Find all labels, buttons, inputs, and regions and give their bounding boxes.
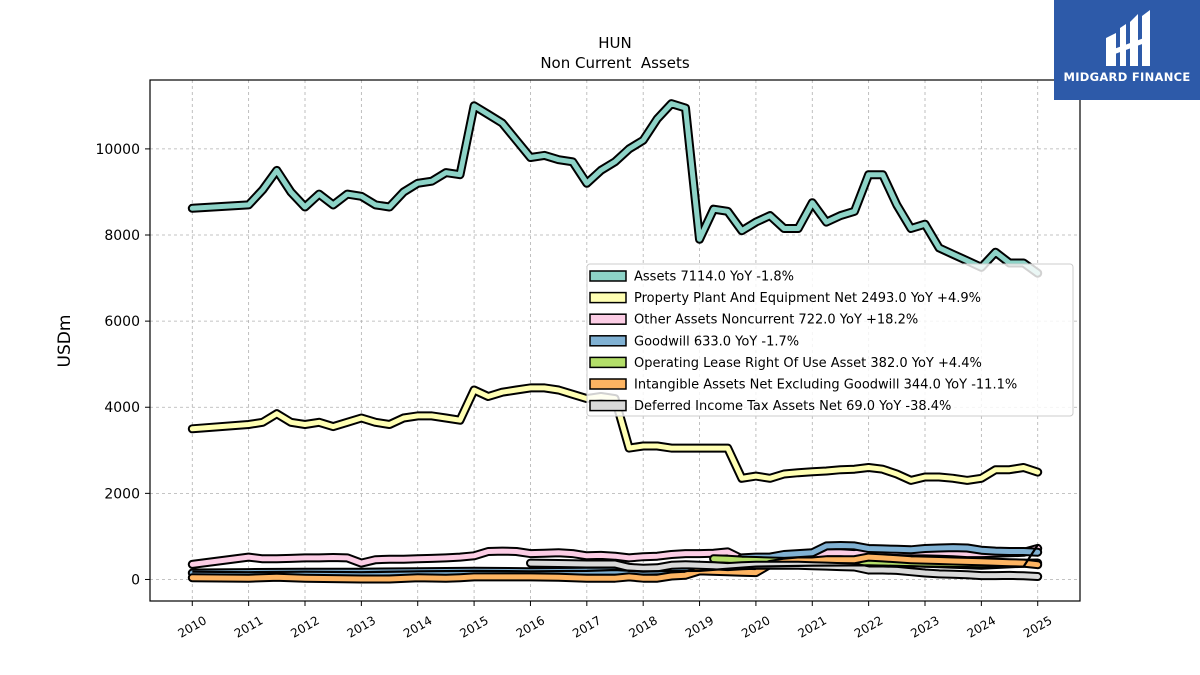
- legend-swatch: [589, 399, 627, 412]
- legend-entry: Assets 7114.0 YoY -1.8%: [634, 270, 794, 285]
- brand-mark-icon: [1106, 10, 1150, 66]
- x-tick-label: 2015: [457, 613, 490, 640]
- y-tick-label: 4000: [104, 400, 140, 416]
- series-line-unlabeled: [192, 544, 1039, 574]
- y-tick-label: 10000: [95, 142, 140, 158]
- legend-entry: Deferred Income Tax Assets Net 69.0 YoY …: [634, 399, 951, 414]
- legend-swatch: [589, 291, 627, 304]
- legend-swatch: [589, 356, 627, 369]
- chart-title: HUN: [598, 34, 631, 52]
- x-tick-label: 2024: [965, 613, 998, 640]
- legend-box: [586, 263, 1074, 417]
- x-tick-label: 2017: [570, 613, 603, 640]
- x-tick-label: 2018: [626, 613, 659, 640]
- y-axis-label: USDm: [55, 315, 75, 368]
- x-tick-label: 2020: [739, 613, 772, 640]
- x-tick-label: 2016: [514, 613, 547, 640]
- legend-swatch: [589, 335, 627, 347]
- series-line-0: [189, 101, 1041, 276]
- brand-name: MIDGARD FINANCE: [1063, 70, 1191, 84]
- x-tick-label: 2023: [908, 613, 941, 640]
- legend-swatch: [589, 313, 627, 325]
- legend-swatch: [589, 378, 627, 390]
- y-tick-label: 0: [131, 572, 140, 588]
- legend-entry: Goodwill 633.0 YoY -1.7%: [634, 334, 799, 349]
- legend: Assets 7114.0 YoY -1.8% Property Plant An…: [586, 263, 1074, 417]
- series-line-1: [189, 385, 1041, 483]
- x-tick-label: 2025: [1021, 613, 1054, 640]
- x-tick-label: 2022: [852, 613, 885, 640]
- legend-entry: Other Assets Noncurrent 722.0 YoY +18.2%: [634, 313, 918, 328]
- x-tick-label: 2021: [796, 613, 829, 640]
- plot-lines: [187, 99, 1043, 584]
- legend-entry: Intangible Assets Net Excluding Goodwill…: [634, 378, 1017, 393]
- x-tick-label: 2010: [176, 613, 209, 640]
- legend-entry: Property Plant And Equipment Net 2493.0 …: [634, 291, 981, 306]
- legend-swatch: [589, 270, 627, 282]
- plot-frame: [149, 79, 1081, 602]
- x-tick-label: 2014: [401, 613, 434, 640]
- legend-entry: Operating Lease Right Of Use Asset 382.0…: [634, 356, 982, 371]
- chart-subtitle: Non Current Assets: [540, 54, 690, 72]
- y-tick-label: 8000: [104, 228, 140, 244]
- brand-logo: MIDGARD FINANCE: [1054, 0, 1200, 100]
- series-outline-0: [187, 99, 1043, 278]
- y-tick-label: 2000: [104, 486, 140, 502]
- x-tick-label: 2011: [232, 613, 265, 640]
- x-tick-label: 2019: [683, 613, 716, 640]
- y-tick-label: 6000: [104, 314, 140, 330]
- x-tick-label: 2013: [345, 613, 378, 640]
- series-line-5: [189, 554, 1041, 582]
- x-tick-label: 2012: [288, 613, 321, 640]
